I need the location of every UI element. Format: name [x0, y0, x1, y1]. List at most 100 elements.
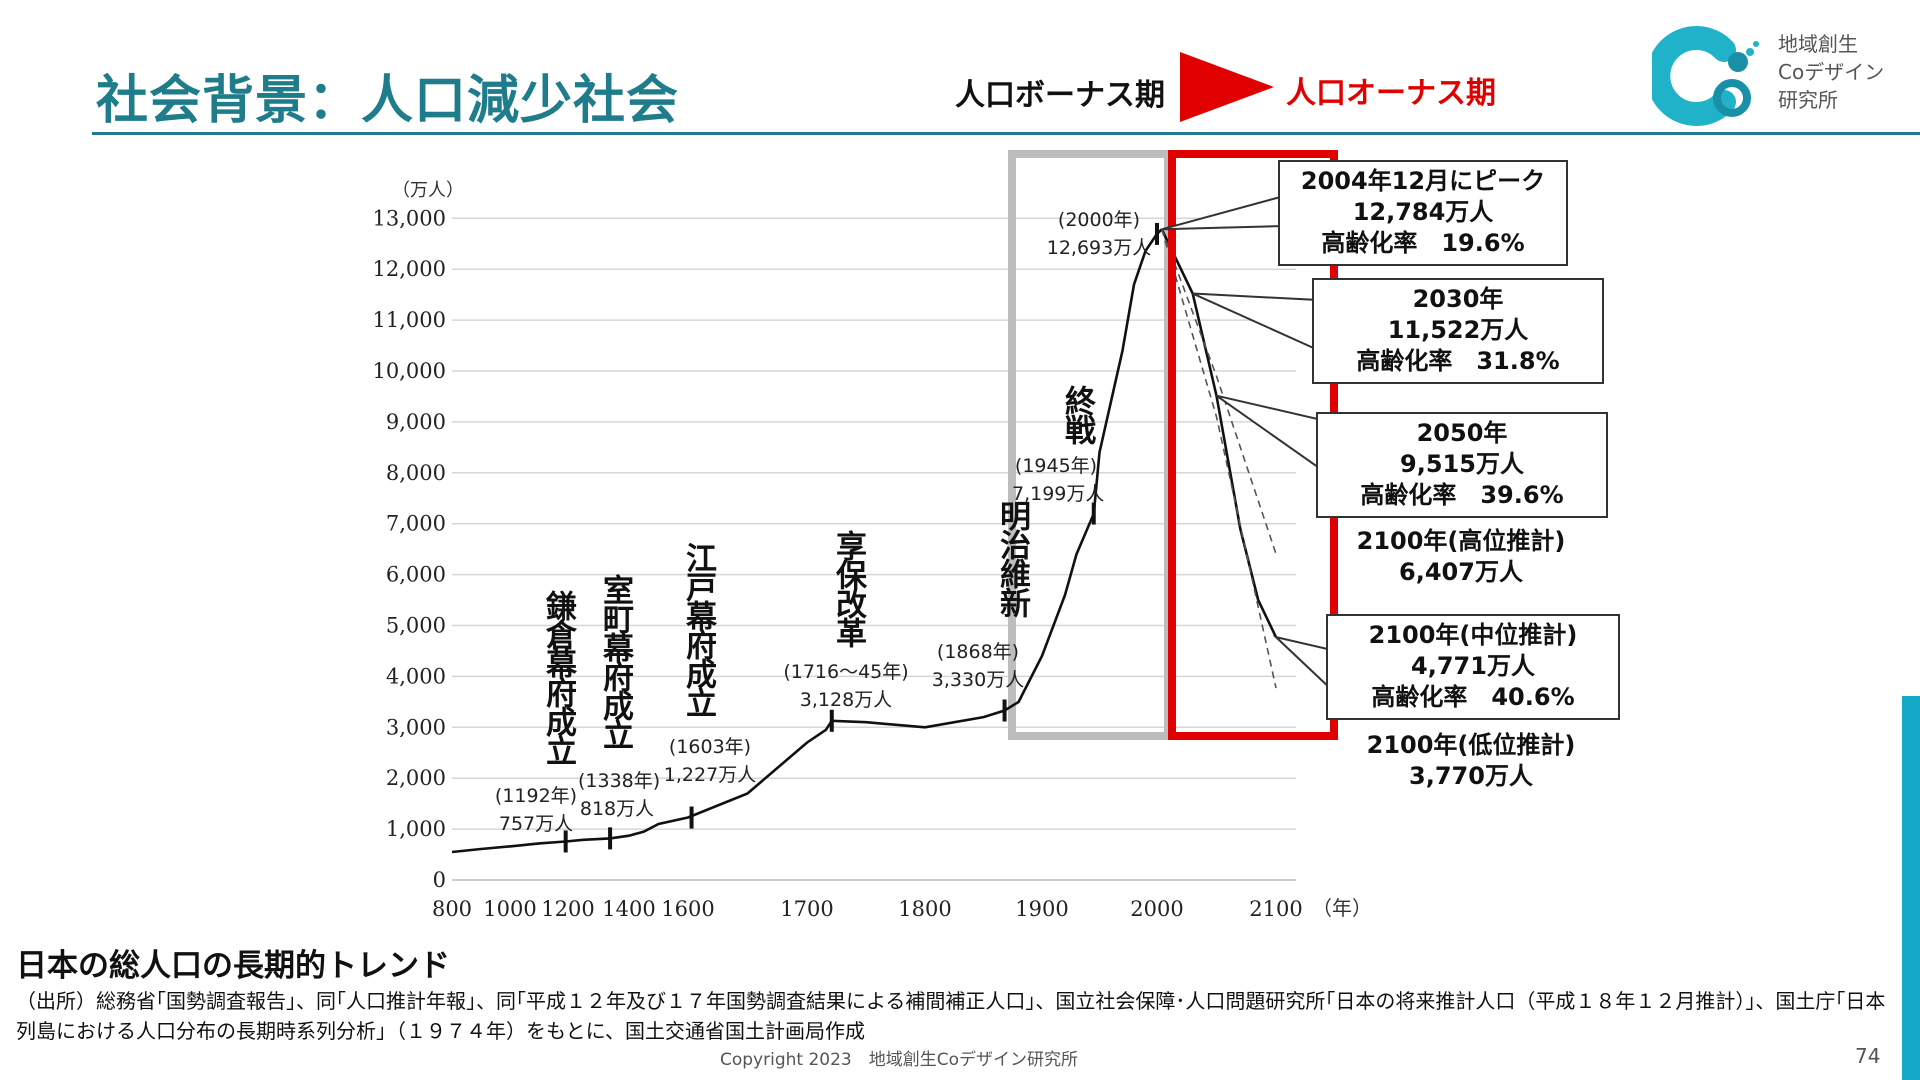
population-series-line — [451, 228, 1163, 854]
x-tick-label: 800 — [432, 897, 472, 921]
event-date: (1192年) — [494, 785, 578, 807]
phase-from-label: 人口ボーナス期 — [955, 78, 1165, 113]
projection-note-line: 2100年(低位推計) — [1366, 731, 1576, 759]
callout-line: 高齢化率 31.8% — [1356, 347, 1560, 375]
logo-mark-icon — [1646, 26, 1759, 126]
callout-line: 2050年 — [1416, 419, 1508, 447]
x-tick-label: 1000 — [483, 897, 536, 921]
projection-note: 2100年(低位推計) 3,770万人 — [1326, 730, 1616, 792]
callout-line: 2100年(中位推計) — [1368, 621, 1578, 649]
y-tick-label: 13,000 — [373, 206, 446, 230]
callout-line: 高齢化率 19.6% — [1321, 229, 1525, 257]
callout-leader — [1215, 394, 1323, 472]
callout-line: 9,515万人 — [1400, 450, 1524, 478]
projection-low-line — [1161, 229, 1277, 689]
y-tick-label: 1,000 — [386, 817, 446, 841]
event-markers — [563, 222, 1159, 853]
event-label: (1603年) 1,227万人 — [662, 733, 758, 789]
event-population: 818万人 — [579, 798, 655, 820]
chart-caption: 日本の総人口の長期的トレンド — [16, 948, 450, 984]
y-tick-label: 10,000 — [373, 359, 446, 383]
event-population: 3,128万人 — [799, 689, 893, 711]
event-population: 7,199万人 — [1012, 483, 1105, 505]
event-name: 室町幕府成立 — [597, 574, 633, 748]
event-date: (1716～45年) — [783, 661, 909, 683]
y-tick-label: 7,000 — [386, 512, 446, 536]
x-tick-label: 1200 — [541, 897, 594, 921]
x-tick-label: 1800 — [898, 897, 951, 921]
event-date: (1603年) — [668, 736, 752, 758]
callout-box: 2050年 9,515万人高齢化率 39.6% — [1316, 412, 1608, 518]
source-note: （出所）総務省｢国勢調査報告｣、同｢人口推計年報｣、同｢平成１２年及び１７年国勢… — [16, 989, 1886, 1043]
callout-box: 2100年(中位推計) 4,771万人高齢化率 40.6% — [1326, 614, 1620, 720]
page-number: 74 — [1855, 1044, 1881, 1068]
callout-line: 2004年12月にピーク — [1300, 167, 1546, 195]
event-population: 757万人 — [498, 813, 574, 835]
event-date: (2000年) — [1057, 209, 1141, 231]
projection-note-line: 3,770万人 — [1409, 762, 1533, 790]
callout-box: 2030年 11,522万人 高齢化率 31.8% — [1312, 278, 1604, 384]
event-population: 1,227万人 — [663, 764, 757, 786]
copyright: Copyright 2023 地域創生Coデザイン研究所 — [720, 1050, 1079, 1070]
logo-line: Coデザイン — [1778, 60, 1885, 84]
event-label: (2000年) 12,693万人 — [1040, 206, 1158, 262]
logo-line: 地域創生 — [1778, 32, 1858, 56]
event-name: 終戦 — [1059, 385, 1095, 443]
callout-box: 2004年12月にピーク 12,784万人高齢化率 19.6% — [1278, 160, 1568, 266]
y-tick-label: 0 — [433, 868, 446, 892]
grid-lines — [452, 217, 1296, 881]
projection-medium-line — [1160, 228, 1278, 638]
y-tick-label: 12,000 — [373, 257, 446, 281]
event-label: (1945年) 7,199万人 — [1012, 452, 1105, 508]
callout-leader — [1192, 292, 1319, 352]
y-tick-label: 6,000 — [386, 563, 446, 587]
x-tick-label: 1600 — [661, 897, 714, 921]
event-date: (1338年) — [578, 770, 661, 792]
population-chart: 0 1,000 2,000 3,000 4,000 5,000 6,000 7,000 8,00… — [373, 150, 1372, 921]
y-tick-label: 2,000 — [386, 766, 446, 790]
event-date: (1945年) — [1014, 455, 1098, 477]
x-tick-label: 2100 — [1249, 897, 1302, 921]
event-population: 3,330万人 — [931, 669, 1025, 691]
callout-line: 12,784万人 — [1352, 198, 1494, 226]
phase-arrow-icon — [1180, 52, 1274, 122]
logo — [1646, 22, 1912, 126]
projection-high-line — [1161, 229, 1277, 555]
event-label: (1192年) 757万人 — [494, 782, 578, 838]
callout-line: 高齢化率 39.6% — [1360, 481, 1564, 509]
event-name: 明治維新 — [994, 500, 1030, 616]
event-population: 12,693万人 — [1046, 237, 1152, 259]
logo-line: 研究所 — [1778, 88, 1838, 112]
projection-note-line: 6,407万人 — [1399, 558, 1523, 586]
y-axis-unit: （万人） — [392, 180, 464, 201]
title-underline — [92, 132, 1920, 135]
callout-leader — [1272, 635, 1333, 693]
y-tick-label: 8,000 — [386, 461, 446, 485]
callout-leaders — [1161, 194, 1333, 693]
phase-to-label: 人口オーナス期 — [1286, 76, 1496, 111]
callout-line: 2030年 — [1412, 285, 1504, 313]
side-accent-bar — [1902, 696, 1920, 1080]
callout-leader — [1161, 194, 1285, 231]
logo-text: 地域創生 Coデザイン 研究所 — [1778, 30, 1884, 114]
projection-note: 2100年(高位推計) 6,407万人 — [1326, 526, 1596, 588]
x-tick-label: 1700 — [780, 897, 833, 921]
event-date: (1868年) — [936, 641, 1020, 663]
event-label: (1868年) 3,330万人 — [928, 638, 1028, 694]
callout-line: 4,771万人 — [1411, 652, 1535, 680]
event-name: 享保改革 — [830, 530, 866, 646]
y-tick-label: 11,000 — [373, 308, 446, 332]
x-tick-label: 1400 — [602, 897, 655, 921]
y-tick-label: 9,000 — [386, 410, 446, 434]
x-axis-unit: （年） — [1312, 896, 1372, 920]
projection-note-line: 2100年(高位推計) — [1356, 527, 1566, 555]
event-label: (1338年) 818万人 — [578, 767, 661, 823]
y-tick-label: 4,000 — [386, 664, 446, 688]
y-tick-label: 5,000 — [386, 614, 446, 638]
event-label: (1716～45年) 3,128万人 — [778, 658, 914, 714]
event-name: 江戸幕府成立 — [680, 542, 716, 716]
y-tick-label: 3,000 — [386, 715, 446, 739]
callout-line: 高齢化率 40.6% — [1371, 683, 1575, 711]
slide-title: 社会背景：人口減少社会 — [96, 71, 680, 131]
series — [451, 228, 1278, 854]
